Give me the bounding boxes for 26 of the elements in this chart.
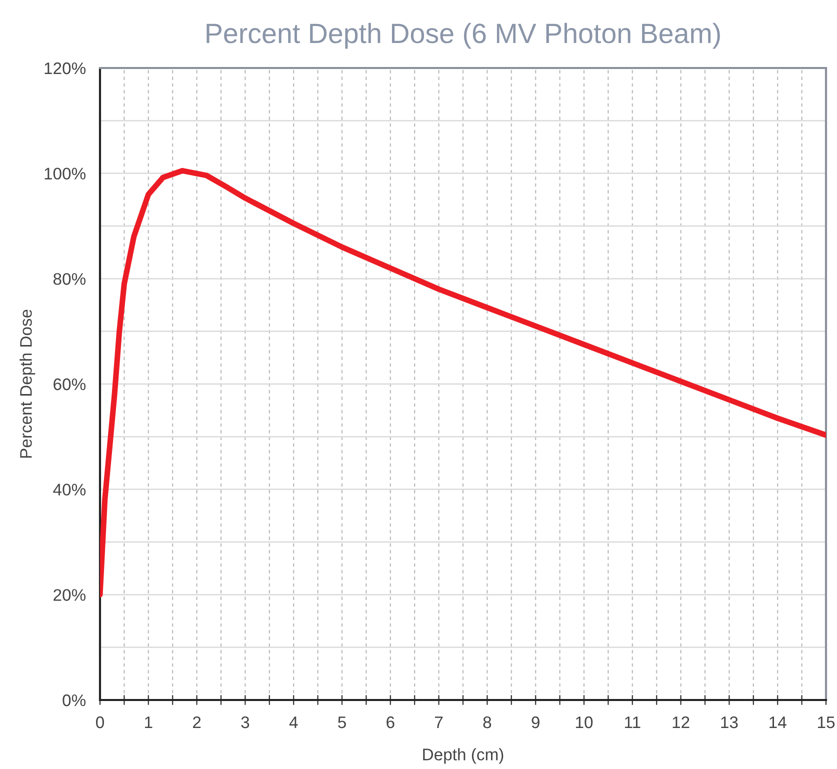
x-tick-label: 15 <box>818 716 835 728</box>
x-tick-label: 0 <box>96 716 104 728</box>
x-tick-label: 8 <box>483 716 492 728</box>
x-tick-label: 3 <box>241 716 250 728</box>
y-tick-label: 40% <box>53 484 86 496</box>
y-tick-label: 120% <box>44 62 86 74</box>
x-tick-label: 2 <box>193 716 201 728</box>
x-tick-label: 12 <box>672 716 690 728</box>
x-tick-label: 5 <box>338 716 346 728</box>
x-tick-label: 4 <box>289 716 298 728</box>
y-tick-label: 60% <box>54 378 86 390</box>
chart-title: Percent Depth Dose (6 MV Photon Beam) <box>206 22 720 49</box>
x-tick-label: 10 <box>576 716 593 728</box>
x-tick-label: 1 <box>145 716 152 728</box>
x-tick-label: 6 <box>386 716 394 728</box>
y-tick-label: 80% <box>53 273 86 285</box>
y-tick-label: 0% <box>62 694 86 706</box>
x-tick-label: 9 <box>532 716 540 728</box>
x-tick-label: 7 <box>435 716 443 728</box>
y-tick-label: 100% <box>44 168 86 180</box>
x-tick-label: 11 <box>625 716 640 728</box>
x-tick-label: 14 <box>770 716 786 728</box>
x-tick-label: 13 <box>721 716 738 728</box>
x-axis-title: Depth (cm) <box>423 748 504 764</box>
y-axis-title: Percent Depth Dose <box>20 310 36 458</box>
y-tick-label: 20% <box>54 589 86 601</box>
